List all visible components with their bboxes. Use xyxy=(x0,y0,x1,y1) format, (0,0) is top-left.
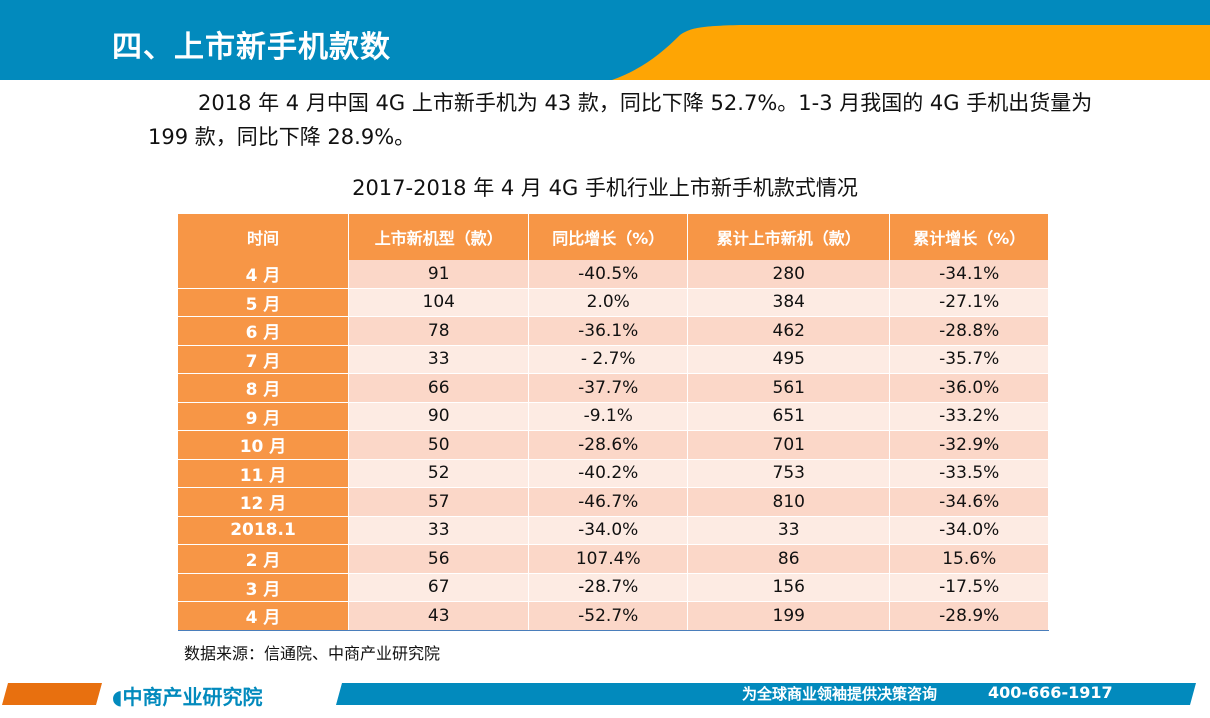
table-cell: 52 xyxy=(348,459,530,488)
company-logo: ◖中商产业研究院 xyxy=(112,681,263,710)
table-cell: - 2.7% xyxy=(528,345,688,374)
table-cell: 561 xyxy=(687,373,891,403)
table-cell: -35.7% xyxy=(889,345,1049,374)
table-row: 4 月 91 -40.5% 280 -34.1% xyxy=(178,260,1049,289)
table-cell: -28.6% xyxy=(528,430,688,460)
table-caption: 2017-2018 年 4 月 4G 手机行业上市新手机款式情况 xyxy=(352,176,858,200)
column-header: 累计增长（%） xyxy=(889,214,1049,260)
table-cell: -40.5% xyxy=(528,260,688,289)
table-cell: 33 xyxy=(348,345,530,374)
table-cell: 50 xyxy=(348,430,530,460)
table-row: 3 月 67 -28.7% 156 -17.5% xyxy=(178,573,1049,602)
table-cell: -33.5% xyxy=(889,459,1049,488)
table-cell: -34.0% xyxy=(889,516,1049,545)
table-cell: 67 xyxy=(348,573,530,602)
table-cell: 462 xyxy=(687,316,891,346)
table-row: 8 月 66 -37.7% 561 -36.0% xyxy=(178,373,1049,403)
row-label: 4 月 xyxy=(178,260,349,289)
source-note: 数据来源：信通院、中商产业研究院 xyxy=(184,644,441,663)
footer-slogan: 为全球商业领袖提供决策咨询 xyxy=(742,685,938,703)
row-label: 6 月 xyxy=(178,316,349,346)
table-cell: 43 xyxy=(348,601,530,631)
table-cell: 810 xyxy=(687,487,891,517)
row-label: 7 月 xyxy=(178,345,349,374)
table-cell: 107.4% xyxy=(528,544,688,574)
table-cell: 33 xyxy=(687,516,891,545)
row-label: 8 月 xyxy=(178,373,349,403)
column-header: 时间 xyxy=(178,214,349,260)
table-cell: 753 xyxy=(687,459,891,488)
table-cell: -17.5% xyxy=(889,573,1049,602)
table-cell: -34.6% xyxy=(889,487,1049,517)
table-cell: 384 xyxy=(687,288,891,317)
table-cell: 66 xyxy=(348,373,530,403)
table-row: 9 月 90 -9.1% 651 -33.2% xyxy=(178,402,1049,431)
table-cell: -32.9% xyxy=(889,430,1049,460)
row-label: 2 月 xyxy=(178,544,349,574)
table-cell: -36.0% xyxy=(889,373,1049,403)
row-label: 2018.1 xyxy=(178,516,349,545)
table-cell: -37.7% xyxy=(528,373,688,403)
table-cell: 78 xyxy=(348,316,530,346)
table-cell: 56 xyxy=(348,544,530,574)
table-cell: 15.6% xyxy=(889,544,1049,574)
summary-paragraph: 2018 年 4 月中国 4G 上市新手机为 43 款，同比下降 52.7%。1… xyxy=(148,91,1093,149)
table-cell: 33 xyxy=(348,516,530,545)
row-label: 5 月 xyxy=(178,288,349,317)
row-label: 9 月 xyxy=(178,402,349,431)
table-cell: -27.1% xyxy=(889,288,1049,317)
data-table: 时间 上市新机型（款） 同比增长（%） 累计上市新机（款） 累计增长（%） 4 月 91-… xyxy=(178,214,1049,631)
row-label: 3 月 xyxy=(178,573,349,602)
row-label: 11 月 xyxy=(178,459,349,488)
logo-c-icon: ◖ xyxy=(112,685,123,709)
header-banner xyxy=(0,0,1210,80)
table-cell: 86 xyxy=(687,544,891,574)
table-cell: -52.7% xyxy=(528,601,688,631)
table-cell: 91 xyxy=(348,260,530,289)
table-cell: -28.8% xyxy=(889,316,1049,346)
table-cell: -46.7% xyxy=(528,487,688,517)
table-row: 12 月 57 -46.7% 810 -34.6% xyxy=(178,487,1049,517)
table-row: 5 月 104 2.0% 384 -27.1% xyxy=(178,288,1049,317)
table-cell: 495 xyxy=(687,345,891,374)
table-cell: 90 xyxy=(348,402,530,431)
divider xyxy=(178,630,1049,631)
table-row: 4 月 43 -52.7% 199 -28.9% xyxy=(178,601,1049,631)
row-label: 12 月 xyxy=(178,487,349,517)
page-title: 四、上市新手机款数 xyxy=(112,30,391,65)
table-cell: -34.1% xyxy=(889,260,1049,289)
table-cell: -9.1% xyxy=(528,402,688,431)
table-row: 2018.1 33 -34.0% 33 -34.0% xyxy=(178,516,1049,545)
table-cell: 280 xyxy=(687,260,891,289)
table-cell: -36.1% xyxy=(528,316,688,346)
banner-orange-shape xyxy=(612,25,1210,80)
footer-phone: 400-666-1917 xyxy=(988,683,1113,702)
logo-text: 中商产业研究院 xyxy=(122,685,263,709)
table-row: 7 月 33- 2.7% 495 -35.7% xyxy=(178,345,1049,374)
table-row: 6 月 78 -36.1% 462 -28.8% xyxy=(178,316,1049,346)
table-cell: 104 xyxy=(348,288,530,317)
table-cell: -28.7% xyxy=(528,573,688,602)
table-cell: 57 xyxy=(348,487,530,517)
table-row: 10 月 50 -28.6% 701 -32.9% xyxy=(178,430,1049,460)
footer-bar xyxy=(2,683,1196,705)
table-cell: -40.2% xyxy=(528,459,688,488)
table-row: 11 月 52 -40.2% 753 -33.5% xyxy=(178,459,1049,488)
table-cell: -28.9% xyxy=(889,601,1049,631)
table-cell: 156 xyxy=(687,573,891,602)
row-label: 10 月 xyxy=(178,430,349,460)
table-cell: -33.2% xyxy=(889,402,1049,431)
table-cell: 651 xyxy=(687,402,891,431)
column-header: 同比增长（%） xyxy=(528,214,688,260)
row-label: 4 月 xyxy=(178,601,349,631)
table-cell: 199 xyxy=(687,601,891,631)
column-header: 上市新机型（款） xyxy=(348,214,530,260)
column-header: 累计上市新机（款） xyxy=(687,214,891,260)
table-cell: 701 xyxy=(687,430,891,460)
table-row: 2 月 56 107.4% 86 15.6% xyxy=(178,544,1049,574)
table-cell: 2.0% xyxy=(528,288,688,317)
table-cell: -34.0% xyxy=(528,516,688,545)
